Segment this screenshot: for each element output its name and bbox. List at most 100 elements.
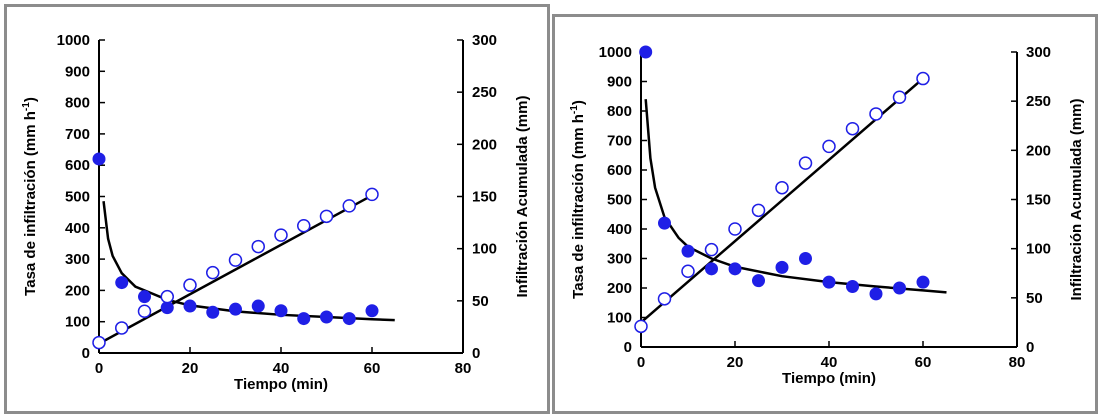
- rate-data-point: [342, 312, 356, 326]
- rate-data-point: [639, 45, 653, 59]
- rate-fit-line: [644, 99, 947, 294]
- infiltration-chart-right: 0100200300400500600700800900100005010015…: [569, 44, 1085, 387]
- cumulative-data-point: [681, 264, 695, 279]
- y2-tick-label: 200: [1026, 142, 1051, 159]
- cumulative-data-point: [892, 90, 907, 104]
- x-tick-label: 40: [273, 360, 290, 377]
- cumulative-data-point: [183, 278, 197, 292]
- rate-data-point: [869, 287, 883, 301]
- rate-data-point: [681, 244, 695, 258]
- cumulative-data-point: [916, 71, 930, 86]
- y2-tick-label: 100: [1026, 241, 1051, 258]
- rate-data-point: [183, 299, 197, 313]
- y-tick-label: 1000: [57, 32, 90, 49]
- x-tick-label: 0: [95, 360, 103, 377]
- cumulative-data-point: [228, 253, 243, 267]
- y-tick-label: 100: [65, 314, 90, 331]
- cumulative-data-point: [160, 289, 174, 304]
- x-tick-label: 0: [637, 354, 645, 371]
- y-tick-label: 1000: [599, 44, 632, 61]
- y-tick-label: 300: [607, 251, 632, 268]
- y-tick-label: 0: [82, 345, 90, 362]
- x-tick-label: 40: [821, 354, 838, 371]
- x-tick-label: 20: [182, 360, 199, 377]
- y-tick-label: 900: [65, 63, 90, 80]
- rate-data-point: [92, 152, 106, 166]
- cumulative-data-point: [251, 239, 265, 254]
- y2-tick-label: 150: [472, 189, 497, 206]
- y2-tick-label: 150: [1026, 192, 1051, 209]
- y-tick-label: 400: [607, 221, 632, 238]
- cumulative-data-point: [319, 209, 334, 224]
- y-tick-label: 800: [607, 103, 632, 120]
- y2-axis-label: Infiltración Acumulada (mm): [1068, 99, 1085, 301]
- y2-tick-label: 300: [472, 32, 497, 49]
- y2-tick-label: 0: [472, 345, 480, 362]
- rate-data-point: [752, 274, 765, 288]
- y-tick-label: 300: [65, 251, 90, 268]
- infiltration-chart-left: 0100200300400500600700800900100005010015…: [21, 32, 531, 393]
- rate-data-point: [658, 216, 671, 230]
- cumulative-data-point: [704, 242, 719, 257]
- y2-axis-label: Infiltración Acumulada (mm): [514, 96, 531, 298]
- rate-data-point: [822, 275, 836, 289]
- cumulative-data-point: [751, 203, 766, 218]
- x-axis-label: Tiempo (min): [234, 376, 328, 393]
- y-tick-label: 500: [607, 192, 632, 209]
- x-tick-label: 60: [915, 354, 932, 371]
- y-tick-label: 500: [65, 189, 90, 206]
- cumulative-data-point: [206, 265, 220, 280]
- x-tick-label: 80: [455, 360, 472, 377]
- x-tick-label: 80: [1009, 354, 1026, 371]
- cumulative-data-point: [137, 304, 152, 319]
- y-tick-label: 800: [65, 95, 90, 112]
- chart-panel-left: 0 100 200 300 400 500 600 700 800 900 1000 0 50 100 15…: [4, 4, 550, 414]
- rate-data-point: [160, 301, 174, 315]
- x-tick-label: 60: [364, 360, 381, 377]
- rate-data-point: [775, 260, 789, 274]
- cumulative-data-point: [728, 222, 742, 236]
- y-tick-label: 400: [65, 220, 90, 237]
- cumulative-data-point: [274, 228, 288, 242]
- y-tick-label: 200: [607, 280, 632, 297]
- rate-data-point: [138, 290, 151, 304]
- y2-tick-label: 300: [1026, 44, 1051, 61]
- y-tick-label: 900: [607, 74, 632, 91]
- y-tick-label: 0: [624, 339, 632, 356]
- rate-data-point: [916, 275, 930, 289]
- cumulative-data-point: [775, 180, 789, 195]
- rate-data-point: [365, 304, 379, 318]
- cumulative-data-point: [342, 199, 356, 213]
- y2-tick-label: 250: [472, 84, 497, 101]
- y2-tick-label: 200: [472, 136, 497, 153]
- y-tick-label: 700: [65, 126, 90, 143]
- cumulative-data-point: [869, 107, 883, 121]
- y-axis-label: Tasa de infiltración (mm h-1): [569, 100, 587, 299]
- cumulative-data-point: [845, 121, 860, 136]
- y2-tick-label: 250: [1026, 93, 1051, 110]
- rate-data-point: [320, 310, 333, 324]
- x-tick-label: 20: [727, 354, 744, 371]
- y2-tick-label: 50: [1026, 290, 1043, 307]
- rate-data-point: [206, 305, 220, 319]
- cumulative-data-point: [634, 319, 648, 334]
- rate-data-point: [274, 304, 288, 318]
- y2-tick-label: 100: [472, 241, 497, 258]
- y-tick-label: 700: [607, 133, 632, 150]
- cumulative-data-point: [798, 156, 813, 170]
- y2-tick-label: 50: [472, 293, 489, 310]
- rate-data-point: [297, 312, 311, 326]
- cumulative-data-point: [92, 335, 106, 350]
- y-tick-label: 600: [607, 162, 632, 179]
- y-axis-label: Tasa de infiltración (mm h-1): [21, 97, 39, 296]
- rate-data-point: [251, 299, 265, 313]
- rate-data-point: [705, 262, 718, 276]
- rate-data-point: [115, 276, 129, 290]
- rate-data-point: [799, 252, 812, 265]
- rate-data-point: [728, 262, 742, 276]
- y-tick-label: 600: [65, 157, 90, 174]
- rate-data-point: [846, 280, 859, 294]
- x-axis-label: Tiempo (min): [782, 370, 876, 387]
- cumulative-data-point: [297, 218, 311, 233]
- rate-data-point: [229, 302, 242, 316]
